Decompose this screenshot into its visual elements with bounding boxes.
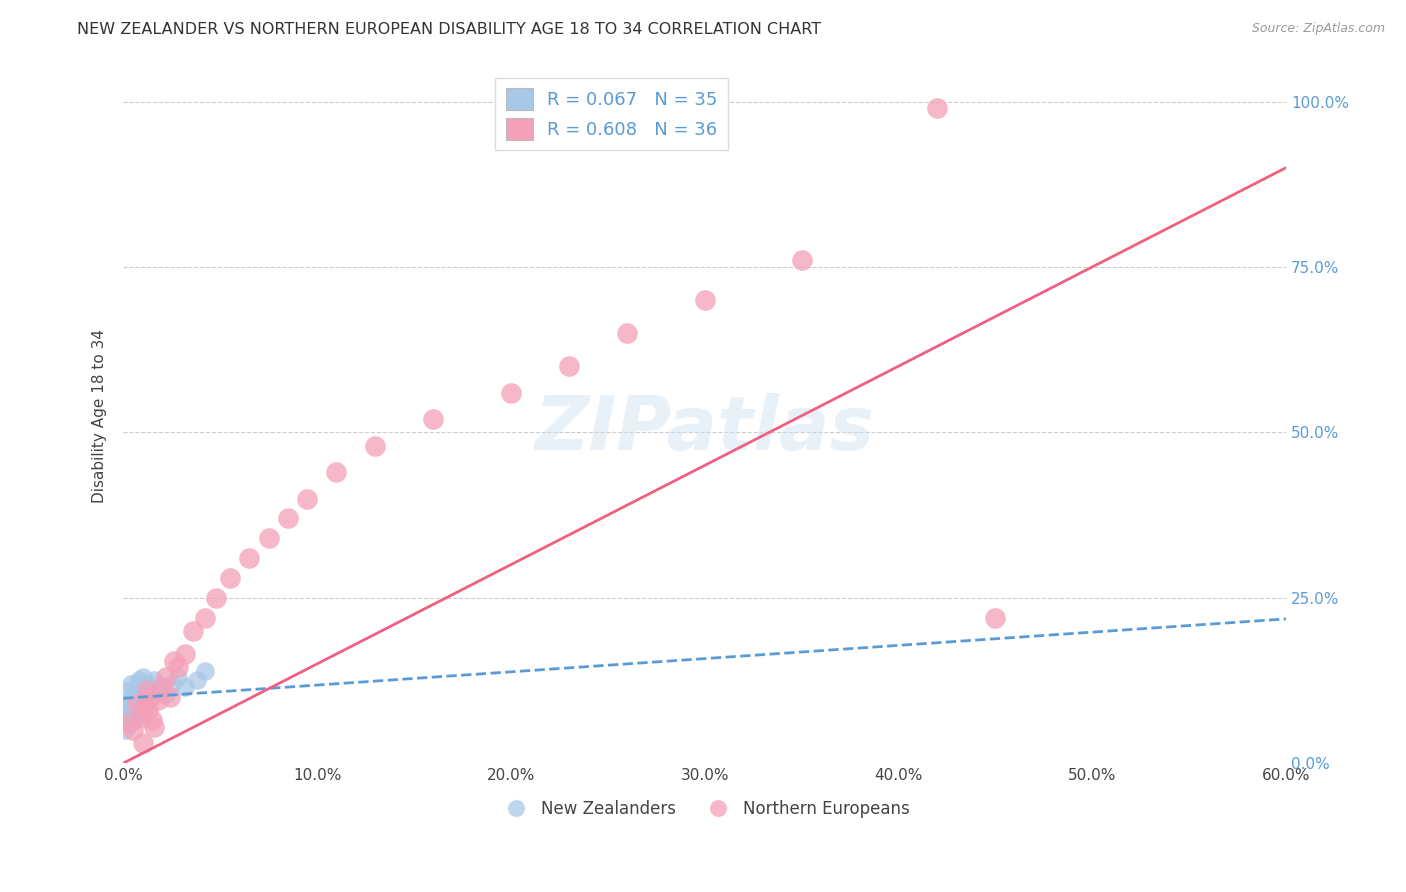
Point bbox=[174, 647, 197, 661]
Point bbox=[297, 491, 319, 506]
Point bbox=[125, 680, 148, 694]
Point bbox=[122, 723, 145, 737]
Point bbox=[141, 690, 163, 704]
Y-axis label: Disability Age 18 to 34: Disability Age 18 to 34 bbox=[93, 329, 107, 503]
Legend: New Zealanders, Northern Europeans: New Zealanders, Northern Europeans bbox=[494, 793, 917, 824]
Point bbox=[422, 412, 444, 426]
Point bbox=[693, 293, 716, 307]
Point bbox=[155, 687, 177, 701]
Point bbox=[141, 713, 163, 727]
Point bbox=[364, 439, 387, 453]
Point bbox=[122, 687, 145, 701]
Point bbox=[118, 716, 141, 731]
Point bbox=[122, 699, 145, 714]
Point bbox=[124, 690, 146, 704]
Point bbox=[194, 610, 217, 624]
Text: NEW ZEALANDER VS NORTHERN EUROPEAN DISABILITY AGE 18 TO 34 CORRELATION CHART: NEW ZEALANDER VS NORTHERN EUROPEAN DISAB… bbox=[77, 22, 821, 37]
Point bbox=[118, 703, 141, 717]
Point bbox=[148, 683, 170, 698]
Point bbox=[135, 680, 157, 694]
Point bbox=[120, 677, 142, 691]
Point bbox=[129, 710, 152, 724]
Point bbox=[131, 693, 153, 707]
Point bbox=[122, 713, 145, 727]
Point bbox=[143, 720, 166, 734]
Text: Source: ZipAtlas.com: Source: ZipAtlas.com bbox=[1251, 22, 1385, 36]
Point bbox=[186, 673, 208, 688]
Point bbox=[155, 670, 177, 684]
Point bbox=[124, 710, 146, 724]
Point bbox=[129, 706, 152, 721]
Point bbox=[129, 683, 152, 698]
Point bbox=[257, 531, 280, 545]
Point bbox=[148, 693, 170, 707]
Point bbox=[150, 680, 173, 694]
Point bbox=[138, 677, 160, 691]
Point bbox=[125, 697, 148, 711]
Point bbox=[135, 683, 157, 698]
Point bbox=[166, 660, 188, 674]
Point bbox=[115, 710, 138, 724]
Point bbox=[927, 101, 949, 115]
Point bbox=[118, 716, 141, 731]
Point bbox=[166, 670, 188, 684]
Point bbox=[218, 571, 240, 585]
Point bbox=[984, 610, 1007, 624]
Point bbox=[558, 359, 581, 374]
Point bbox=[125, 703, 148, 717]
Point bbox=[194, 664, 217, 678]
Point bbox=[138, 703, 160, 717]
Point bbox=[205, 591, 228, 605]
Point bbox=[131, 736, 153, 750]
Text: ZIPatlas: ZIPatlas bbox=[534, 393, 875, 467]
Point bbox=[128, 673, 150, 688]
Point bbox=[499, 385, 522, 400]
Point bbox=[181, 624, 204, 638]
Point bbox=[115, 697, 138, 711]
Point bbox=[616, 326, 638, 340]
Point bbox=[160, 677, 183, 691]
Point bbox=[150, 680, 173, 694]
Point bbox=[139, 690, 162, 704]
Point bbox=[120, 693, 142, 707]
Point bbox=[325, 465, 347, 479]
Point bbox=[134, 699, 156, 714]
Point bbox=[174, 680, 197, 694]
Point bbox=[134, 687, 156, 701]
Point bbox=[118, 683, 141, 698]
Point bbox=[131, 670, 153, 684]
Point bbox=[120, 706, 142, 721]
Point bbox=[238, 551, 260, 566]
Point bbox=[143, 673, 166, 688]
Point bbox=[128, 697, 150, 711]
Point bbox=[277, 511, 299, 525]
Point bbox=[790, 253, 813, 268]
Point bbox=[159, 690, 181, 704]
Point bbox=[114, 723, 136, 737]
Point bbox=[163, 654, 186, 668]
